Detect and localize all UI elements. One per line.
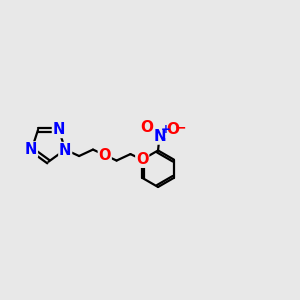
Text: O: O [166,122,179,137]
Text: N: N [153,129,166,144]
Text: N: N [25,142,37,157]
Text: O: O [98,148,111,163]
Text: N: N [59,143,71,158]
Text: +: + [160,123,170,136]
Text: O: O [136,152,148,167]
Text: O: O [141,120,154,135]
Text: −: − [174,121,186,134]
Text: N: N [52,122,65,137]
